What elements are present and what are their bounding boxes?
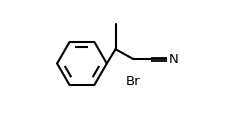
Text: N: N	[168, 53, 178, 66]
Text: Br: Br	[126, 75, 141, 88]
